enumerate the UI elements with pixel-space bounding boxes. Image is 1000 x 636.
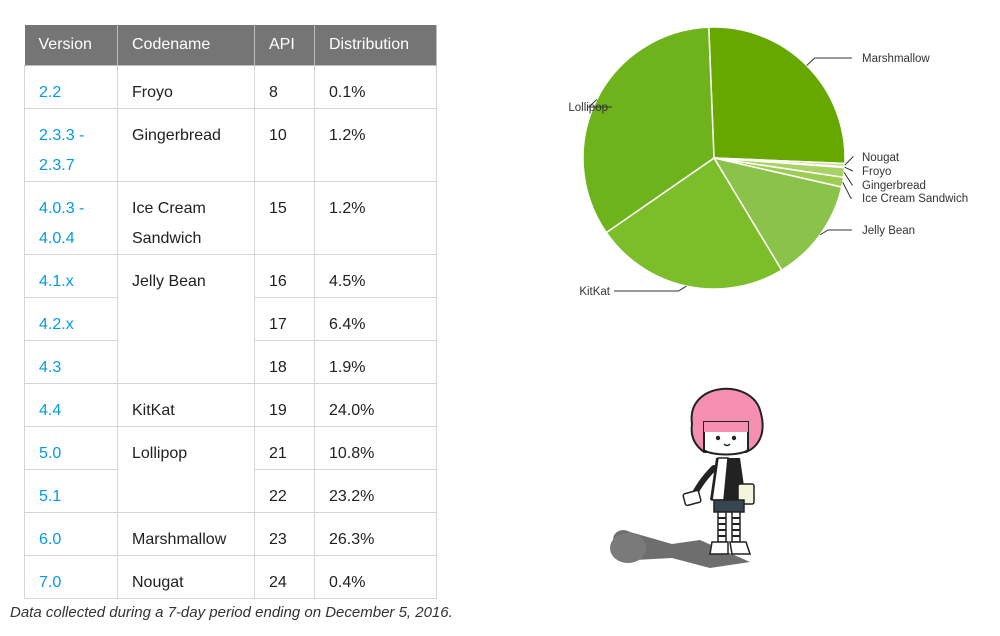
distribution-table: Version Codename API Distribution 2.2 Fr… xyxy=(24,25,437,599)
distribution-cell: 26.3% xyxy=(314,511,437,556)
api-cell: 19 xyxy=(254,382,315,427)
pie-leader-line xyxy=(587,99,612,108)
api-cell: 16 xyxy=(254,253,315,298)
codename-cell: Nougat xyxy=(117,554,255,599)
version-link[interactable]: 5.1 xyxy=(24,468,118,513)
table-row: 4.0.3 - 4.0.4 Ice Cream Sandwich 15 1.2% xyxy=(24,180,437,255)
distribution-cell: 1.2% xyxy=(314,180,437,255)
pie-leader-line xyxy=(844,156,855,166)
distribution-cell: 1.2% xyxy=(314,107,437,182)
distribution-cell: 6.4% xyxy=(314,296,437,341)
api-cell: 10 xyxy=(254,107,315,182)
distribution-cell: 10.8% xyxy=(314,425,437,470)
distribution-cell: 4.5% xyxy=(314,253,437,298)
pie-label: Lollipop xyxy=(568,102,608,114)
table-row: 7.0 Nougat 24 0.4% xyxy=(24,554,437,599)
api-cell: 24 xyxy=(254,554,315,599)
pie-slice-marshmallow xyxy=(707,26,846,165)
pie-slices xyxy=(582,26,846,290)
codename-cell: Jelly Bean xyxy=(117,253,255,384)
table-row: 6.0 Marshmallow 23 26.3% xyxy=(24,511,437,556)
table-row: 4.2.x 17 6.4% xyxy=(24,296,437,341)
android-girl-mascot-illustration xyxy=(610,387,764,568)
header-version: Version xyxy=(24,25,118,66)
pie-leader-line xyxy=(842,182,852,199)
table-row: 4.3 18 1.9% xyxy=(24,339,437,384)
pie-slice-kitkat xyxy=(605,156,783,290)
data-collection-footnote: Data collected during a 7-day period end… xyxy=(10,604,453,621)
version-link[interactable]: 4.0.3 - 4.0.4 xyxy=(24,180,118,255)
pie-leader-line xyxy=(806,57,852,66)
codename-cell: Marshmallow xyxy=(117,511,255,556)
pie-slice-jelly-bean xyxy=(712,156,843,272)
table-row: 4.4 KitKat 19 24.0% xyxy=(24,382,437,427)
table-header-row: Version Codename API Distribution xyxy=(24,25,437,66)
version-link[interactable]: 5.0 xyxy=(24,425,118,470)
api-cell: 15 xyxy=(254,180,315,255)
pie-leader-line xyxy=(614,285,687,292)
pie-label: Gingerbread xyxy=(862,180,926,192)
table-row: 2.3.3 - 2.3.7 Gingerbread 10 1.2% xyxy=(24,107,437,182)
version-link[interactable]: 4.1.x xyxy=(24,253,118,298)
header-distribution: Distribution xyxy=(314,25,437,66)
codename-cell: Ice Cream Sandwich xyxy=(117,180,255,255)
codename-cell: KitKat xyxy=(117,382,255,427)
pie-label: Ice Cream Sandwich xyxy=(862,193,968,205)
version-link[interactable]: 6.0 xyxy=(24,511,118,556)
pie-label: Froyo xyxy=(862,166,891,178)
codename-cell: Gingerbread xyxy=(117,107,255,182)
table-row: 4.1.x Jelly Bean 16 4.5% xyxy=(24,253,437,384)
version-link[interactable]: 2.2 xyxy=(24,64,118,109)
version-link[interactable]: 4.4 xyxy=(24,382,118,427)
pie-label: Nougat xyxy=(862,152,900,164)
pie-leader-line xyxy=(844,166,853,172)
api-cell: 18 xyxy=(254,339,315,384)
header-api: API xyxy=(254,25,315,66)
distribution-cell: 0.1% xyxy=(314,64,437,109)
version-link[interactable]: 4.3 xyxy=(24,339,118,384)
header-codename: Codename xyxy=(117,25,255,66)
distribution-cell: 23.2% xyxy=(314,468,437,513)
pie-leader-lines xyxy=(587,57,855,292)
distribution-cell: 0.4% xyxy=(314,554,437,599)
pie-label: KitKat xyxy=(579,286,610,298)
pie-label: Marshmallow xyxy=(862,53,930,65)
pie-label: Jelly Bean xyxy=(862,225,915,237)
api-cell: 23 xyxy=(254,511,315,556)
api-cell: 22 xyxy=(254,468,315,513)
api-cell: 17 xyxy=(254,296,315,341)
table-row: 2.2 Froyo 8 0.1% xyxy=(24,64,437,109)
codename-cell: Lollipop xyxy=(117,425,255,513)
version-link[interactable]: 4.2.x xyxy=(24,296,118,341)
table-row: 5.0 Lollipop 21 10.8% xyxy=(24,425,437,513)
api-cell: 21 xyxy=(254,425,315,470)
pie-leader-line xyxy=(819,229,852,236)
version-link[interactable]: 7.0 xyxy=(24,554,118,599)
distribution-cell: 1.9% xyxy=(314,339,437,384)
codename-cell: Froyo xyxy=(117,64,255,109)
pie-leader-line xyxy=(843,172,854,186)
distribution-cell: 24.0% xyxy=(314,382,437,427)
version-link[interactable]: 2.3.3 - 2.3.7 xyxy=(24,107,118,182)
api-cell: 8 xyxy=(254,64,315,109)
table-row: 5.1 22 23.2% xyxy=(24,468,437,513)
